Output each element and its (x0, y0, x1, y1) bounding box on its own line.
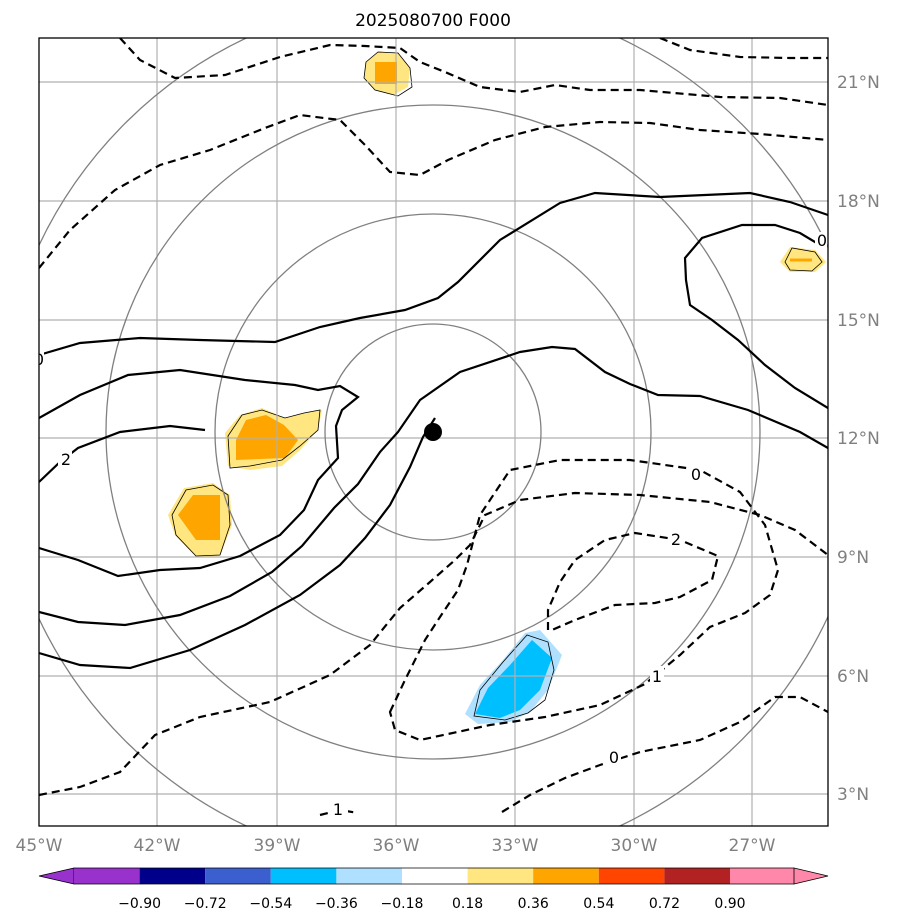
longitude-labels: 45°W 42°W 39°W 36°W 33°W 30°W 27°W (16, 836, 776, 856)
lon-label: 36°W (373, 836, 420, 856)
lon-label: 42°W (134, 836, 181, 856)
map-title: 2025080700 F000 (355, 11, 511, 31)
lat-label: 3°N (837, 785, 869, 805)
lat-label: 9°N (837, 548, 869, 568)
colorbar-segment (598, 868, 665, 884)
lon-label: 27°W (729, 836, 776, 856)
colorbar-tick: −0.54 (249, 896, 292, 912)
negative-contours (39, 38, 828, 817)
colorbar-ticks: −0.90 −0.72 −0.54 −0.36 −0.18 0.18 0.36 … (118, 896, 745, 912)
contour-labels: 0 2 0 2 1 0 1 0 (34, 231, 827, 819)
colorbar-tick: −0.18 (381, 896, 424, 912)
negative-anomaly-shading (465, 630, 562, 724)
map-area: 0 2 0 2 1 0 1 0 (34, 38, 828, 826)
lat-label: 12°N (837, 429, 880, 449)
positive-anomaly-shading (168, 52, 826, 557)
colorbar-segment (467, 868, 534, 884)
lat-label: 18°N (837, 192, 880, 212)
lat-label: 15°N (837, 311, 880, 331)
contour-label: 0 (609, 748, 619, 767)
colorbar-tick: 0.36 (518, 896, 549, 912)
colorbar-tick: −0.90 (118, 896, 161, 912)
colorbar-tick: −0.72 (184, 896, 227, 912)
colorbar-tick: 0.54 (583, 896, 614, 912)
contour-label: 2 (671, 530, 681, 549)
lon-label: 33°W (492, 836, 539, 856)
range-rings (39, 38, 828, 826)
colorbar-segment (402, 868, 468, 884)
lon-label: 39°W (254, 836, 301, 856)
lon-label: 30°W (611, 836, 658, 856)
colorbar-segment (533, 868, 599, 884)
contour-label: 0 (817, 231, 827, 250)
colorbar-tick: −0.36 (315, 896, 358, 912)
colorbar-segment (336, 868, 402, 884)
shading-outlines (171, 51, 823, 721)
lat-label: 21°N (837, 73, 880, 93)
colorbar-segment (205, 868, 271, 884)
colorbar-segment (664, 868, 730, 884)
contour-label: 2 (61, 450, 71, 469)
colorbar-max-extend (793, 867, 829, 885)
colorbar-segment (139, 868, 206, 884)
contour-label: 1 (333, 800, 343, 819)
colorbar-segment (74, 868, 140, 884)
contour-label: 0 (691, 465, 701, 484)
positive-contours (39, 191, 828, 670)
colorbar-tick: 0.18 (452, 896, 483, 912)
contour-label: 0 (34, 350, 44, 369)
colorbar-tick: 0.72 (649, 896, 680, 912)
colorbar-segment (270, 868, 337, 884)
lon-label: 45°W (16, 836, 63, 856)
storm-center-marker (424, 423, 442, 441)
map-frame (38, 37, 829, 827)
colorbar: −0.90 −0.72 −0.54 −0.36 −0.18 0.18 0.36 … (38, 867, 829, 912)
colorbar-tick: 0.90 (714, 896, 745, 912)
colorbar-min-extend (38, 867, 75, 885)
latitude-labels: 3°N 6°N 9°N 12°N 15°N 18°N 21°N (837, 73, 880, 805)
contour-label: 1 (652, 667, 662, 686)
colorbar-segment (730, 868, 794, 884)
lat-label: 6°N (837, 667, 869, 687)
